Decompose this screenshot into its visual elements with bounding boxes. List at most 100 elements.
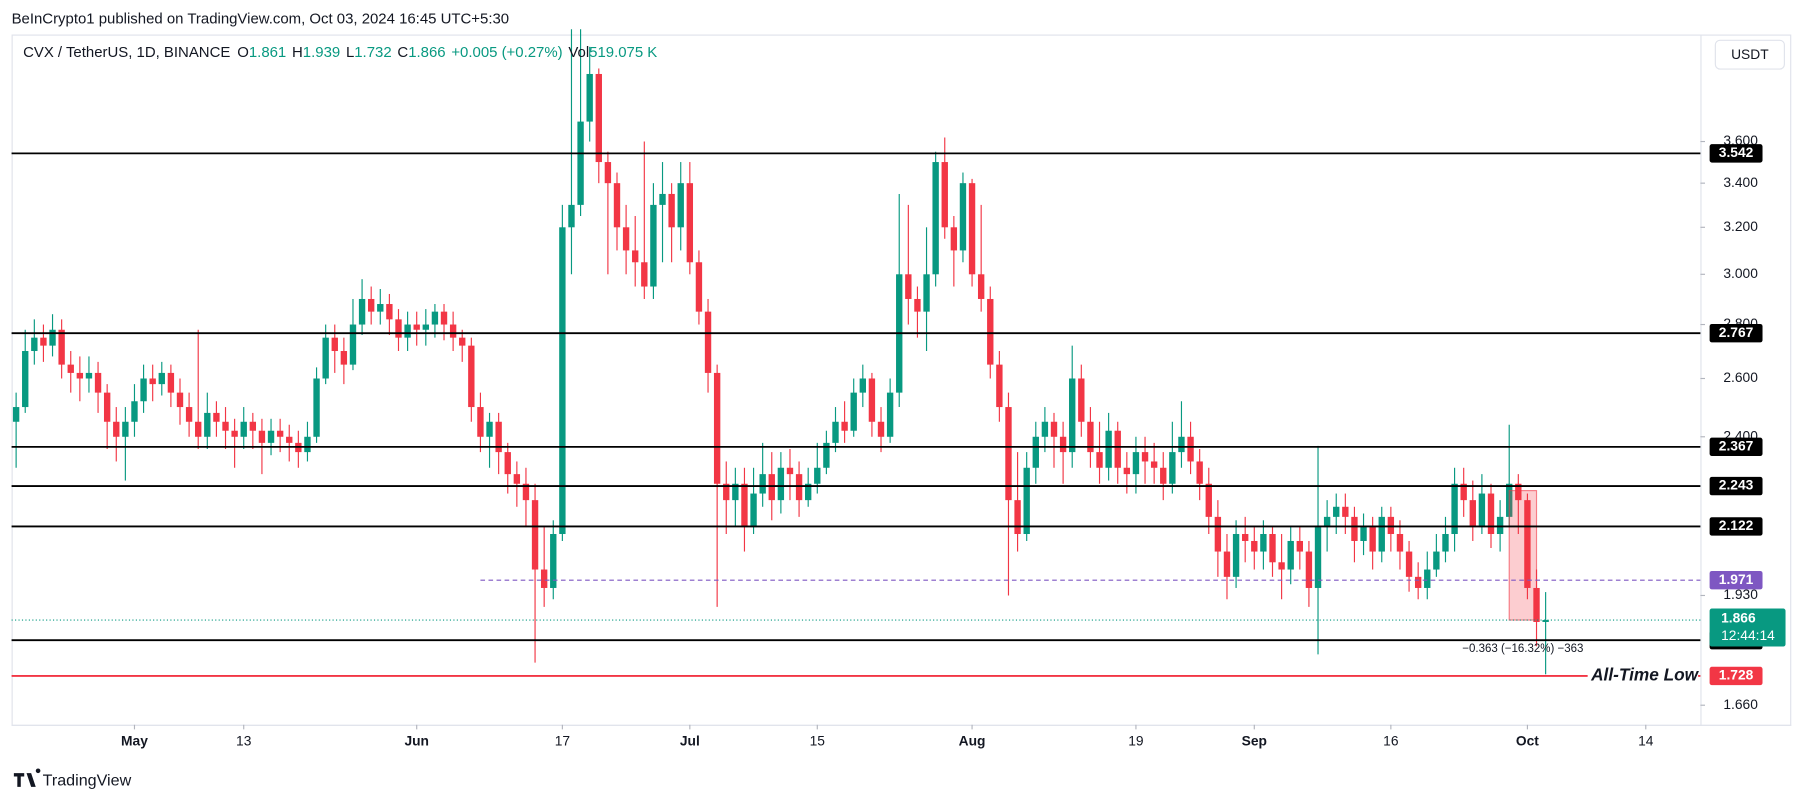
candle-body: [1005, 407, 1012, 501]
ohlc-key: H: [292, 44, 303, 61]
candle-body: [923, 274, 930, 312]
candle-body: [1160, 467, 1167, 484]
candle-body: [886, 392, 894, 437]
x-tick-label: 14: [1638, 734, 1654, 749]
candle-body: [786, 467, 794, 475]
candle-body: [495, 421, 502, 453]
x-tick-label: May: [121, 734, 148, 749]
candle-body: [1105, 430, 1112, 468]
candle-body: [1223, 551, 1231, 577]
candle-body: [413, 324, 420, 330]
candle-body: [1123, 467, 1131, 475]
candle-body: [941, 162, 948, 228]
candle-body: [67, 364, 74, 373]
candle-body: [522, 483, 530, 501]
candle-body: [823, 442, 830, 468]
candle-body: [276, 430, 284, 437]
level-label: 2.122: [1719, 518, 1754, 533]
x-tick-label: Sep: [1242, 734, 1267, 749]
candle-body: [1542, 620, 1549, 622]
symbol-legend: CVX / TetherUS, 1D, BINANCE O1.861 H1.939 L…: [23, 44, 657, 61]
candle-body: [868, 378, 876, 422]
candle-body: [804, 483, 812, 501]
candle-body: [1242, 534, 1249, 541]
candle-body: [741, 483, 748, 528]
currency-label[interactable]: USDT: [1731, 47, 1769, 62]
candle-body: [641, 262, 648, 287]
annotation-bg: [1587, 664, 1699, 688]
candle-body: [195, 421, 202, 437]
candle-body: [996, 364, 1003, 408]
candle-body: [58, 329, 65, 365]
candle-body: [650, 204, 657, 287]
candle-body: [49, 329, 56, 346]
candle-body: [1424, 569, 1431, 588]
candle-body: [1360, 527, 1367, 541]
ohlc-key: O: [237, 44, 249, 61]
candle-body: [122, 421, 129, 437]
candle-body: [176, 392, 184, 408]
ohlc-value: 1.866: [408, 44, 445, 61]
candle-body: [1478, 493, 1486, 528]
candle-body: [267, 430, 275, 443]
y-tick-label: 3.000: [1723, 266, 1758, 281]
candle-body: [258, 430, 266, 443]
candle-body: [1041, 421, 1049, 437]
level-badge: [1709, 437, 1763, 457]
candle-body: [113, 421, 120, 437]
candle-body: [677, 183, 684, 228]
ohlc-key: C: [397, 44, 408, 61]
candle-body: [1132, 452, 1140, 475]
candle-body: [832, 421, 839, 443]
candle-body: [103, 392, 111, 422]
candle-body: [1087, 421, 1094, 453]
candle-body: [841, 421, 848, 431]
level-badge: [1709, 666, 1763, 686]
x-tick-label: 15: [810, 734, 826, 749]
candle-body: [1059, 436, 1067, 453]
candle-body: [1369, 527, 1376, 552]
candle-body: [1278, 562, 1285, 570]
candle-body: [1351, 516, 1358, 541]
candle-body: [531, 500, 539, 570]
candle-body: [859, 378, 866, 393]
candle-body: [1323, 516, 1331, 528]
candle-body: [1396, 534, 1404, 552]
candle-body: [1205, 483, 1212, 517]
candle-body: [1524, 500, 1531, 588]
currency-button[interactable]: [1714, 39, 1785, 70]
candle-body: [504, 452, 511, 475]
measure-label: −0.363 (−16.32%) −363: [1462, 643, 1583, 655]
candle-body: [1232, 534, 1240, 577]
candle-body: [1442, 534, 1449, 552]
candle-body: [140, 378, 147, 402]
level-label: 1.728: [1719, 668, 1754, 683]
candle-body: [1269, 534, 1276, 563]
candle-body: [377, 304, 384, 312]
level-badge: [1709, 570, 1763, 590]
y-tick-label: 2.600: [1723, 370, 1758, 385]
candle-body: [468, 345, 475, 408]
candle-body: [713, 372, 721, 484]
ohlc-key: L: [346, 44, 354, 61]
candle-body: [1178, 436, 1185, 453]
candle-body: [1032, 436, 1039, 468]
candle-body: [513, 474, 521, 484]
countdown: 12:44:14: [1721, 628, 1775, 643]
candle-body: [149, 378, 156, 385]
candle-body: [795, 474, 803, 501]
level-badge: [1709, 323, 1763, 343]
level-label: 2.243: [1719, 478, 1754, 493]
candle-body: [431, 311, 439, 325]
candle-body: [231, 430, 238, 437]
candle-body: [732, 483, 739, 501]
candle-body: [604, 162, 612, 184]
candle-body: [668, 193, 675, 228]
candle-body: [85, 372, 93, 379]
candle-body: [1405, 551, 1413, 577]
level-label: 2.767: [1719, 325, 1754, 340]
candle-body: [440, 311, 448, 325]
candle-body: [486, 421, 493, 437]
candle-body: [814, 467, 821, 484]
candle-body: [905, 274, 912, 299]
